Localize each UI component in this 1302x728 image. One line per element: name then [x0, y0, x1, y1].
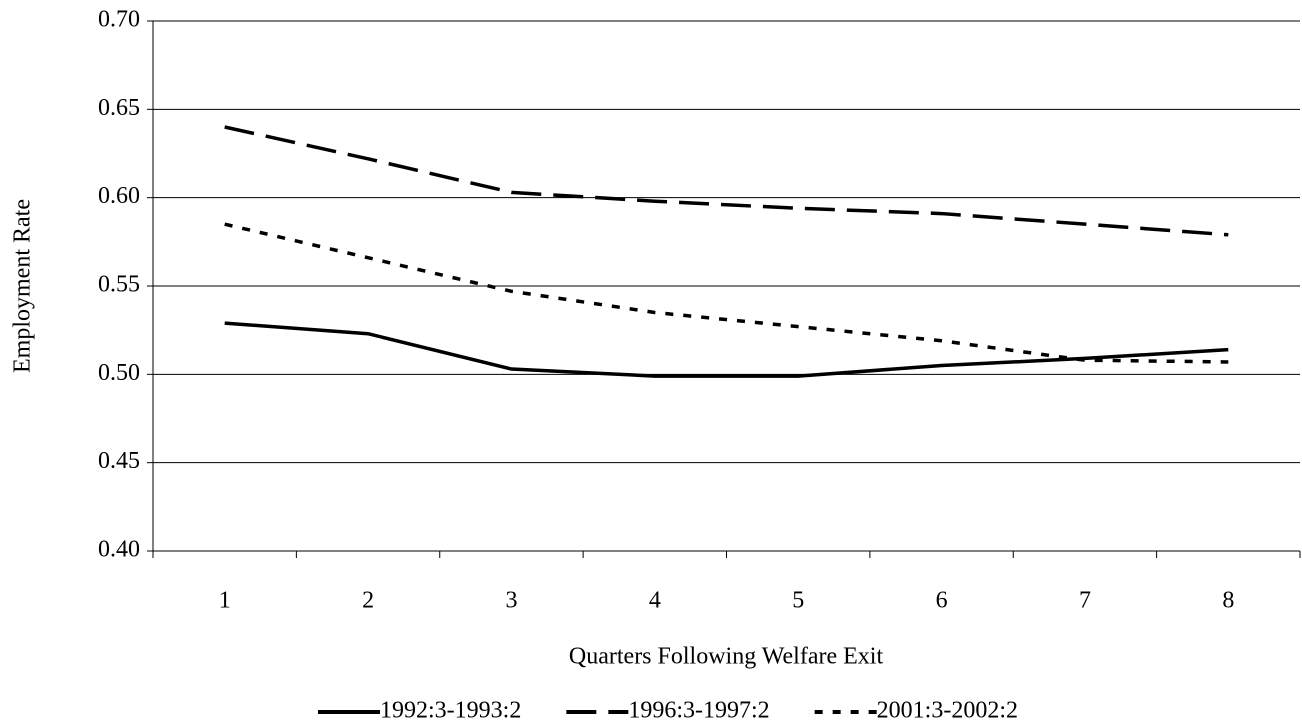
y-tick-label: 0.45	[98, 448, 140, 474]
x-tick-label: 1	[219, 588, 231, 614]
x-tick-label: 2	[362, 588, 374, 614]
series-line	[224, 321, 1229, 378]
x-tick-label: 8	[1222, 588, 1234, 614]
legend-label: 2001:3-2002:2	[877, 698, 1018, 724]
y-tick-label: 0.55	[98, 272, 140, 298]
series-line	[224, 222, 1229, 364]
y-tick-label: 0.50	[98, 360, 140, 386]
x-tick-label: 6	[936, 588, 948, 614]
x-tick-label: 4	[649, 588, 661, 614]
legend-label: 1996:3-1997:2	[628, 698, 769, 724]
x-axis-label: Quarters Following Welfare Exit	[569, 644, 884, 670]
y-axis-label: Employment Rate	[10, 199, 36, 373]
series-line	[224, 125, 1229, 237]
y-tick-label: 0.70	[98, 7, 140, 33]
y-tick-label: 0.65	[98, 95, 140, 121]
legend-label: 1992:3-1993:2	[380, 698, 521, 724]
x-tick-label: 5	[792, 588, 804, 614]
x-tick-label: 7	[1079, 588, 1091, 614]
y-tick-label: 0.60	[98, 183, 140, 209]
y-tick-label: 0.40	[98, 537, 140, 563]
x-tick-label: 3	[505, 588, 517, 614]
